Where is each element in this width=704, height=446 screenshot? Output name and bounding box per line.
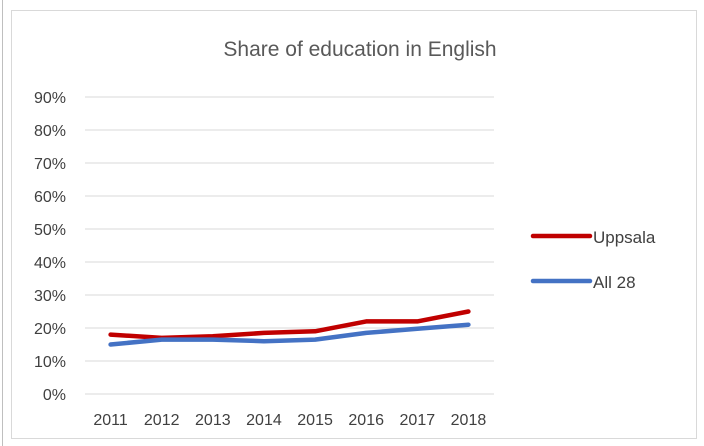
x-tick-label: 2016 bbox=[348, 412, 384, 429]
y-tick-label: 60% bbox=[34, 189, 66, 206]
y-tick-label: 80% bbox=[34, 123, 66, 140]
y-tick-label: 30% bbox=[34, 288, 66, 305]
x-tick-label: 2015 bbox=[297, 412, 333, 429]
x-axis-ticks: 2011 2012 2013 2014 2015 2016 2017 2018 bbox=[93, 412, 486, 429]
y-axis-ticks: 0% 10% 20% 30% 40% 50% 60% 70% 80% 90% bbox=[34, 90, 66, 404]
x-tick-label: 2014 bbox=[246, 412, 282, 429]
y-tick-label: 10% bbox=[34, 354, 66, 371]
y-tick-label: 20% bbox=[34, 321, 66, 338]
y-tick-label: 0% bbox=[43, 387, 66, 404]
legend-label: Uppsala bbox=[593, 228, 656, 247]
series-line-uppsala bbox=[108, 309, 471, 341]
series-lines bbox=[108, 309, 471, 347]
legend: Uppsala All 28 bbox=[530, 228, 656, 292]
y-tick-label: 40% bbox=[34, 255, 66, 272]
chart-area bbox=[11, 10, 697, 439]
series-line-all-28 bbox=[108, 322, 471, 347]
gridlines bbox=[85, 96, 494, 395]
x-tick-label: 2011 bbox=[93, 412, 128, 429]
x-tick-label: 2012 bbox=[144, 412, 180, 429]
legend-label: All 28 bbox=[593, 273, 636, 292]
x-tick-label: 2017 bbox=[400, 412, 436, 429]
chart-title: Share of education in English bbox=[223, 38, 496, 61]
y-tick-label: 90% bbox=[34, 90, 66, 107]
window-edge bbox=[2, 0, 3, 446]
x-tick-label: 2013 bbox=[195, 412, 231, 429]
x-tick-label: 2018 bbox=[451, 412, 487, 429]
y-tick-label: 70% bbox=[34, 156, 66, 173]
y-tick-label: 50% bbox=[34, 222, 66, 239]
